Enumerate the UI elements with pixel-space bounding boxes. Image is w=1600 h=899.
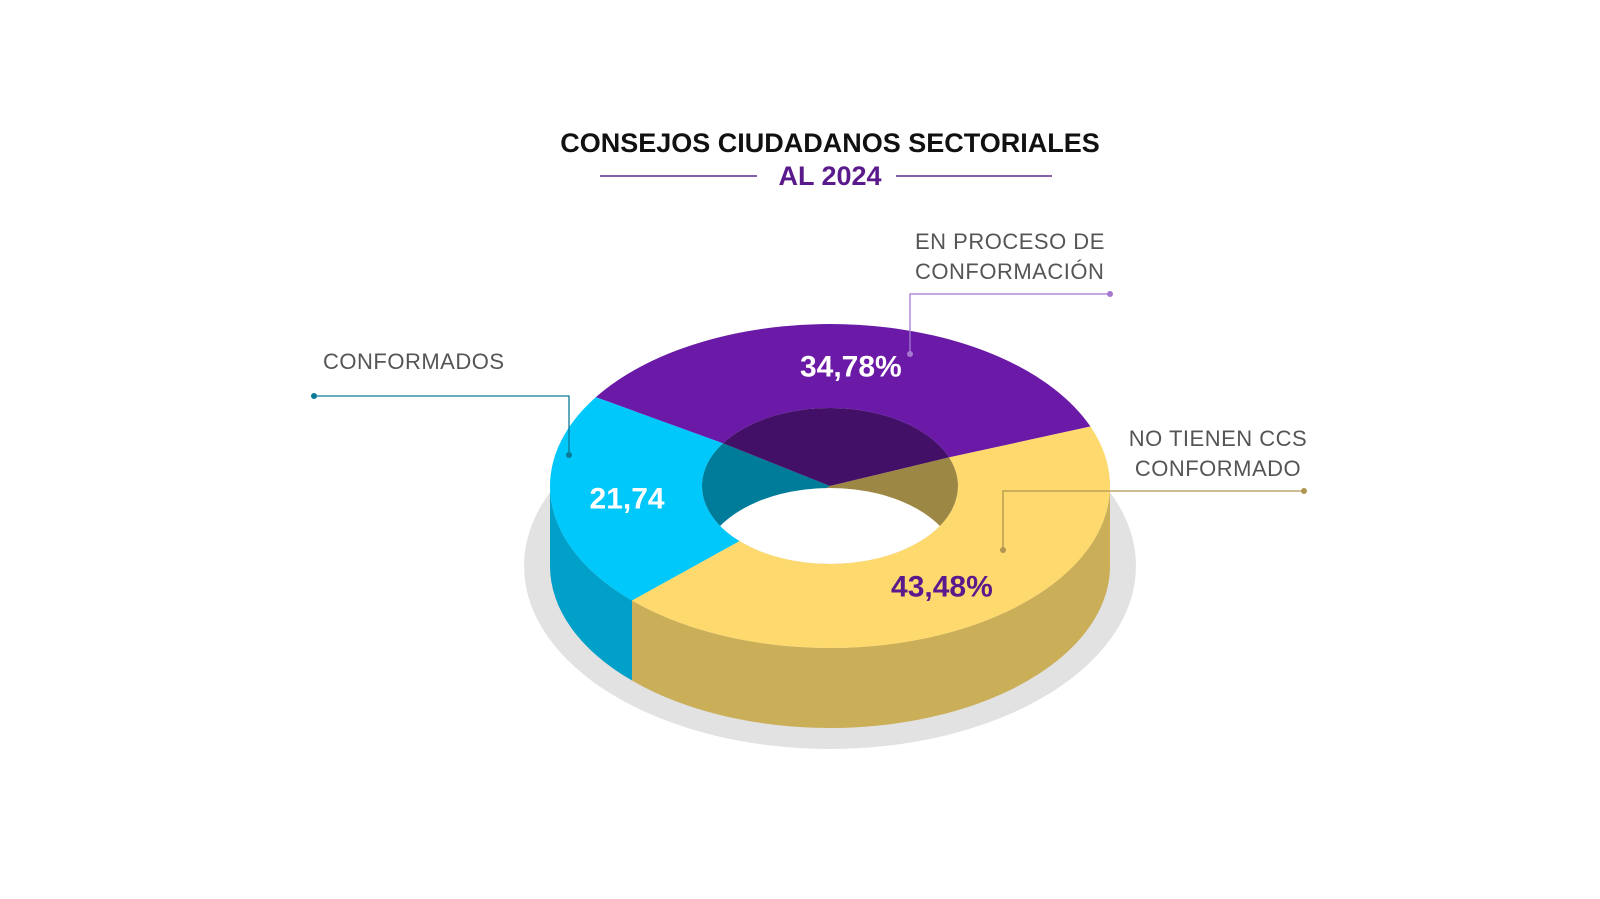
value-label: 34,78%: [800, 351, 902, 384]
slice: [550, 397, 740, 601]
slice: [595, 323, 1091, 458]
chart-subtitle: AL 2024: [778, 161, 881, 191]
chart-title: CONSEJOS CIUDADANOS SECTORIALES: [560, 128, 1100, 158]
leader-line: [1002, 490, 1304, 550]
category-label: NO TIENEN CCS CONFORMADO: [1128, 426, 1308, 481]
hole: [702, 488, 958, 564]
leader-line: [314, 395, 570, 455]
slice: [632, 426, 1111, 649]
leader-dot: [566, 452, 572, 458]
leader-dot: [907, 351, 913, 357]
leader-dot: [311, 393, 317, 399]
leader-dot: [1000, 547, 1006, 553]
value-label: 21,74: [590, 482, 665, 515]
donut: 21,74 34,78% 43,48%: [550, 323, 1111, 728]
value-label: 43,48%: [891, 570, 993, 603]
side-wall: [550, 486, 633, 681]
leader-line: [909, 293, 1110, 354]
leader-dot: [1301, 488, 1307, 494]
side-wall: [632, 486, 1110, 728]
leader-dot: [1107, 291, 1113, 297]
inner-wall: [722, 408, 950, 486]
category-label: CONFORMADOS: [323, 349, 505, 374]
category-label: EN PROCESO DE CONFORMACIÓN: [915, 229, 1105, 284]
leaders: [311, 291, 1307, 553]
